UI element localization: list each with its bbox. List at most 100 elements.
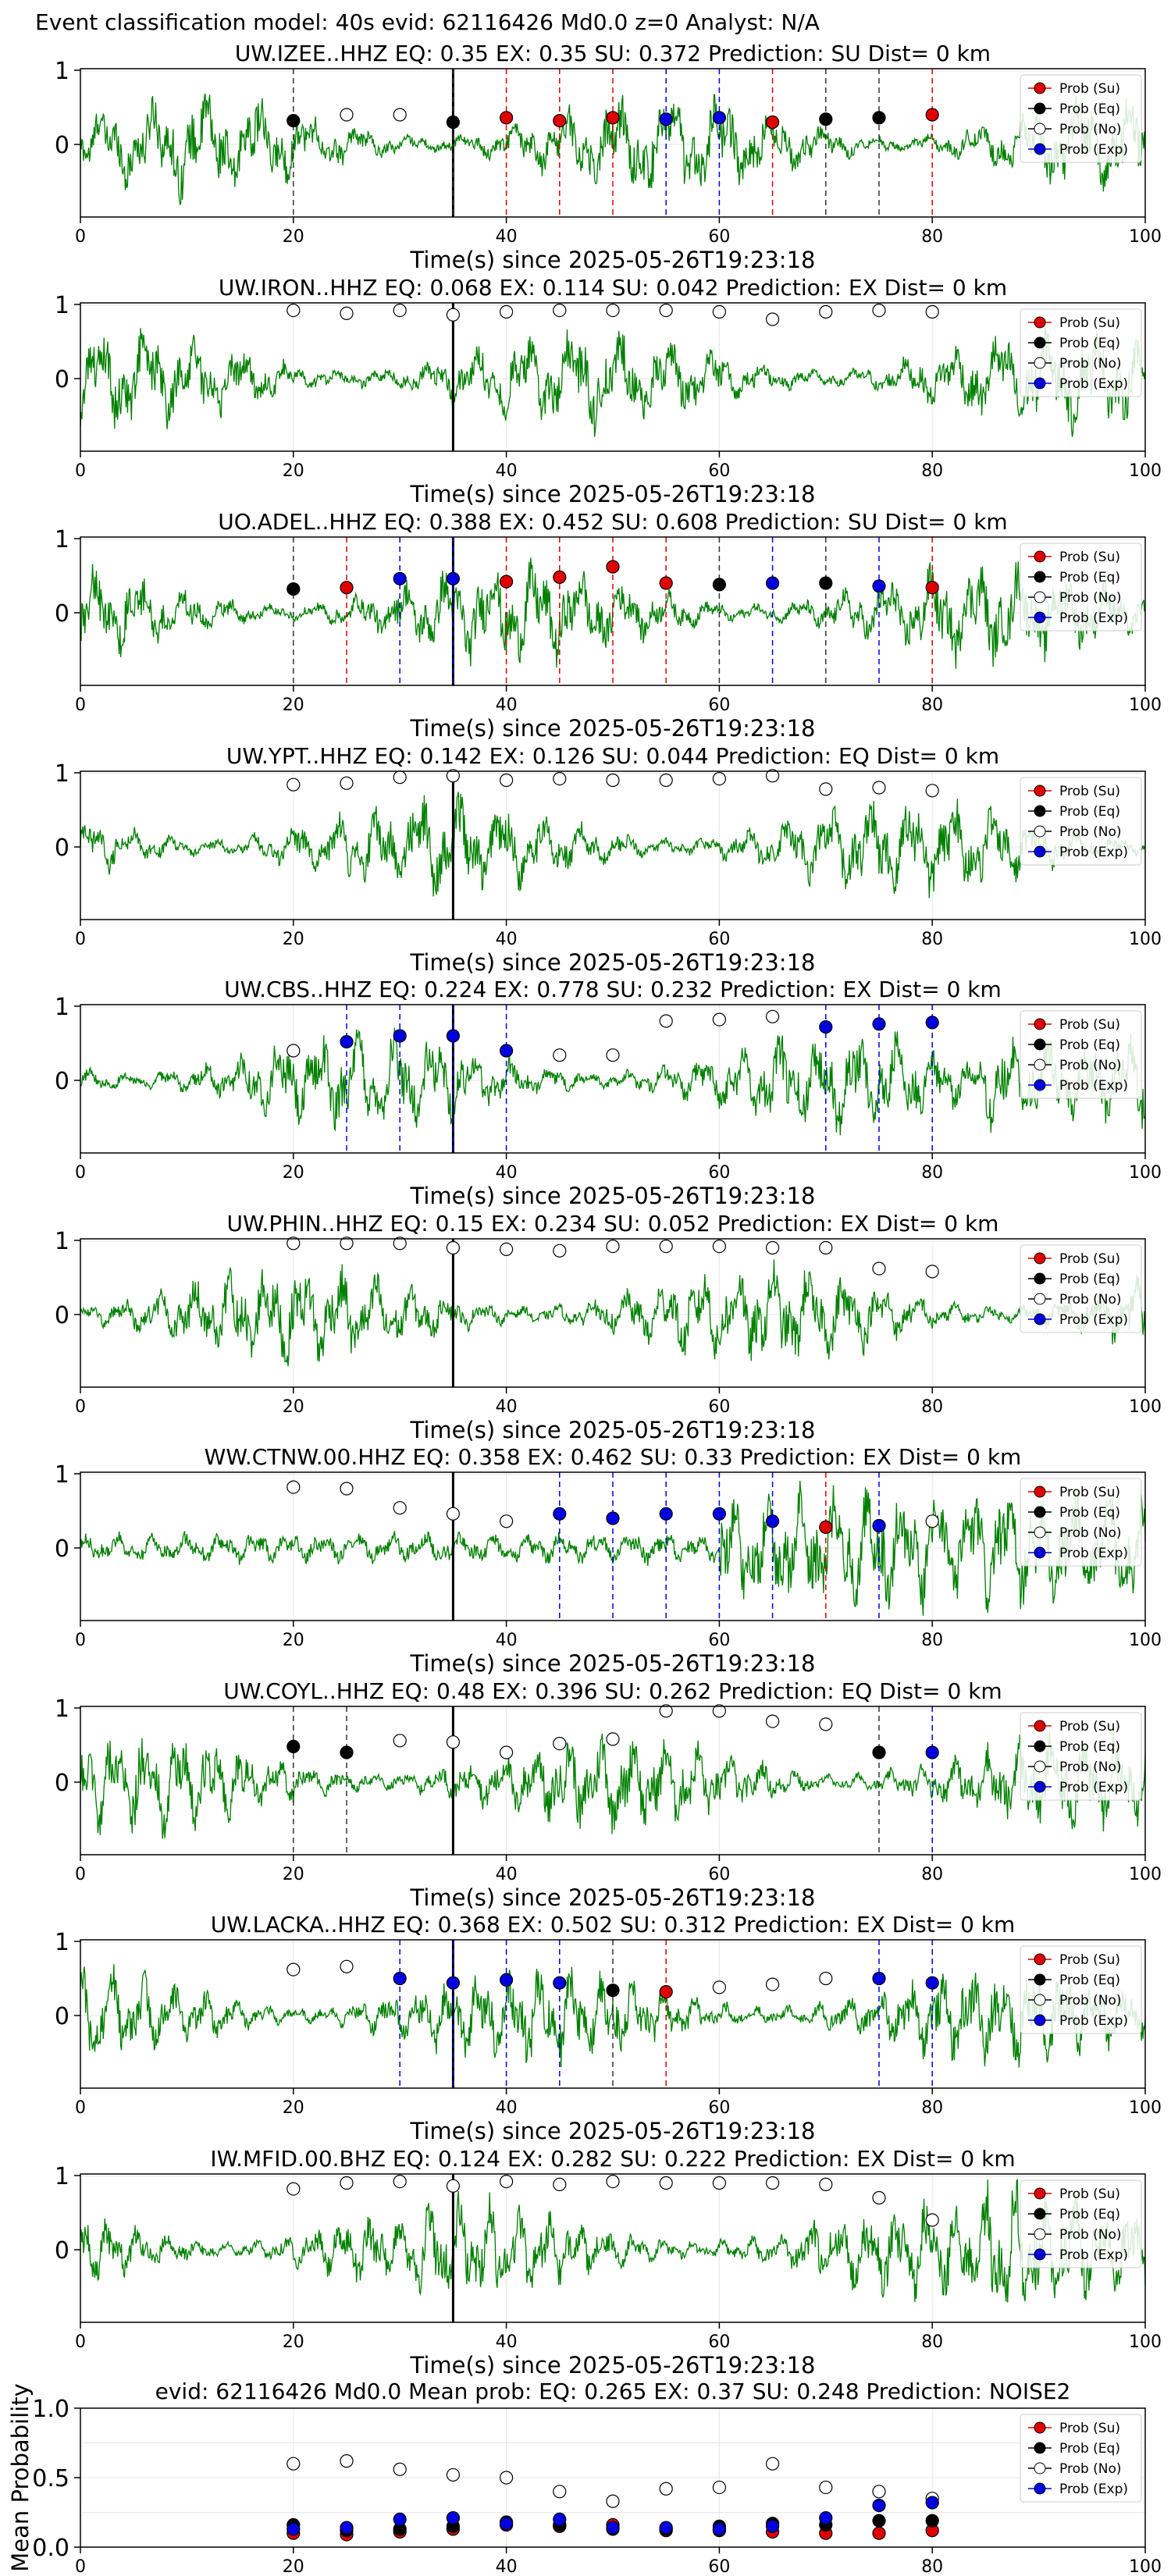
legend-label: Prob (Exp): [1059, 376, 1128, 392]
prob-marker-eq: [925, 2514, 939, 2528]
prob-marker-exp: [446, 2511, 461, 2525]
prob-marker-exp: [712, 2522, 727, 2536]
prob-marker-no: [872, 304, 886, 318]
prob-marker-no: [446, 2179, 461, 2193]
legend-marker-exp: [1034, 143, 1046, 155]
prob-marker-exp: [712, 111, 727, 125]
x-tick-label: 60: [708, 1397, 730, 1417]
x-tick-label: 80: [921, 461, 943, 481]
prob-marker-eq: [606, 1984, 620, 1998]
prob-marker-no: [393, 1236, 407, 1251]
legend-marker-eq: [1034, 102, 1046, 115]
legend-box: [1020, 777, 1142, 866]
x-tick-label: 100: [1129, 2332, 1162, 2352]
prob-marker-exp: [606, 2521, 620, 2535]
prob-marker-exp: [553, 1507, 567, 1521]
y-tick-label: 1: [55, 2163, 69, 2190]
x-tick-label: 100: [1129, 227, 1162, 247]
prob-marker-no: [446, 1240, 461, 1255]
x-tick-label: 0: [75, 1163, 86, 1183]
prob-marker-no: [606, 773, 620, 788]
legend-marker-su: [1034, 1953, 1046, 1966]
prob-marker-exp: [819, 2511, 833, 2525]
x-tick-label: 60: [708, 1865, 730, 1884]
prob-marker-no: [499, 773, 514, 788]
x-tick-label: 40: [496, 1397, 518, 1417]
legend-box: [1020, 2179, 1142, 2268]
legend-marker-no: [1034, 591, 1046, 603]
prob-marker-no: [659, 1014, 673, 1028]
x-tick-label: 40: [496, 2557, 518, 2576]
legend-label: Prob (No): [1059, 1993, 1122, 2008]
prob-marker-no: [340, 1236, 354, 1251]
prob-marker-exp: [765, 2519, 780, 2533]
axes-frame: [80, 68, 1146, 218]
x-tick-label: 0: [75, 461, 86, 481]
waveform-panel: UW.CBS..HHZ EQ: 0.224 EX: 0.778 SU: 0.23…: [55, 977, 1162, 1209]
legend-label: Prob (Su): [1059, 315, 1120, 331]
prob-marker-exp: [340, 1034, 354, 1049]
panel-title: WW.CTNW.00.HHZ EQ: 0.358 EX: 0.462 SU: 0…: [205, 1444, 1022, 1470]
axes-frame: [80, 1004, 1146, 1154]
prob-marker-no: [393, 108, 407, 122]
prob-marker-no: [659, 1239, 673, 1254]
prob-marker-exp: [499, 1973, 514, 1987]
prob-marker-no: [712, 304, 727, 319]
prob-marker-su: [553, 570, 567, 585]
waveform-panel: UW.YPT..HHZ EQ: 0.142 EX: 0.126 SU: 0.04…: [55, 743, 1162, 976]
x-tick-label: 40: [496, 2098, 518, 2118]
prob-marker-no: [287, 777, 301, 792]
x-tick-label: 100: [1129, 696, 1162, 715]
x-axis-label: Time(s) since 2025-05-26T19:23:18: [410, 481, 816, 507]
prob-marker-no: [393, 1734, 407, 1748]
prob-marker-eq: [340, 1745, 354, 1759]
legend-marker-su: [1034, 550, 1046, 563]
legend-label: Prob (Exp): [1059, 1312, 1128, 1328]
prob-marker-no: [872, 2190, 886, 2205]
y-tick-label: 0: [55, 600, 69, 628]
prob-marker-no: [393, 2175, 407, 2189]
legend-marker-no: [1034, 357, 1046, 369]
prob-marker-no: [340, 1959, 354, 1973]
x-tick-label: 80: [921, 1163, 943, 1183]
prob-marker-no: [819, 304, 833, 319]
prob-marker-eq: [872, 111, 886, 125]
legend-box: [1020, 1478, 1142, 1567]
legend-marker-exp: [1034, 1546, 1046, 1559]
prob-marker-no: [393, 2462, 407, 2476]
x-tick-label: 0: [75, 227, 86, 247]
legend-marker-su: [1034, 2421, 1046, 2434]
legend-marker-exp: [1034, 611, 1046, 624]
prob-marker-no: [606, 304, 620, 318]
x-tick-label: 60: [708, 2098, 730, 2118]
legend-label: Prob (Exp): [1059, 1546, 1128, 1561]
x-axis-label: Time(s) since 2025-05-26T19:23:18: [410, 1650, 816, 1677]
prob-marker-eq: [287, 1739, 301, 1753]
legend-label: Prob (Su): [1059, 784, 1120, 799]
prob-marker-no: [765, 2176, 780, 2190]
x-tick-label: 80: [921, 2557, 943, 2576]
legend-marker-eq: [1034, 336, 1046, 349]
x-axis-label: Time(s) since 2025-05-26T19:23:18: [410, 949, 816, 976]
seismogram-trace: [80, 1027, 1146, 1136]
figure-title: Event classification model: 40s evid: 62…: [35, 9, 820, 35]
legend-marker-eq: [1034, 571, 1046, 583]
axes-frame: [80, 1238, 1146, 1388]
prob-marker-su: [606, 560, 620, 574]
legend-label: Prob (No): [1059, 824, 1122, 840]
prob-marker-su: [659, 1985, 673, 1999]
y-tick-label: 0: [55, 2237, 69, 2265]
panel-title: UW.IRON..HHZ EQ: 0.068 EX: 0.114 SU: 0.0…: [219, 275, 1007, 301]
x-tick-label: 0: [75, 930, 86, 949]
x-tick-label: 100: [1129, 930, 1162, 949]
y-tick-label: 1: [55, 1228, 69, 1255]
prob-marker-su: [872, 2526, 886, 2540]
prob-marker-no: [925, 2213, 939, 2227]
x-tick-label: 60: [708, 227, 730, 247]
x-tick-label: 20: [283, 1163, 304, 1183]
seismogram-trace: [80, 1480, 1146, 1616]
prob-marker-no: [659, 773, 673, 788]
legend-marker-su: [1034, 785, 1046, 797]
x-axis-label: Time(s) since 2025-05-26T19:23:18: [410, 247, 816, 273]
legend-marker-exp: [1034, 2482, 1046, 2495]
